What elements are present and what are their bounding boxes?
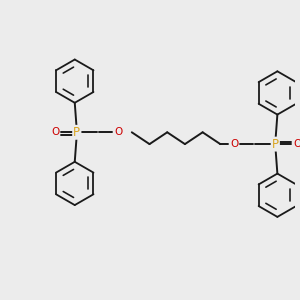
- Text: P: P: [73, 126, 80, 139]
- Text: O: O: [114, 127, 122, 137]
- Text: P: P: [272, 138, 279, 151]
- Text: O: O: [293, 139, 300, 149]
- Text: O: O: [51, 127, 59, 137]
- Text: O: O: [230, 139, 238, 149]
